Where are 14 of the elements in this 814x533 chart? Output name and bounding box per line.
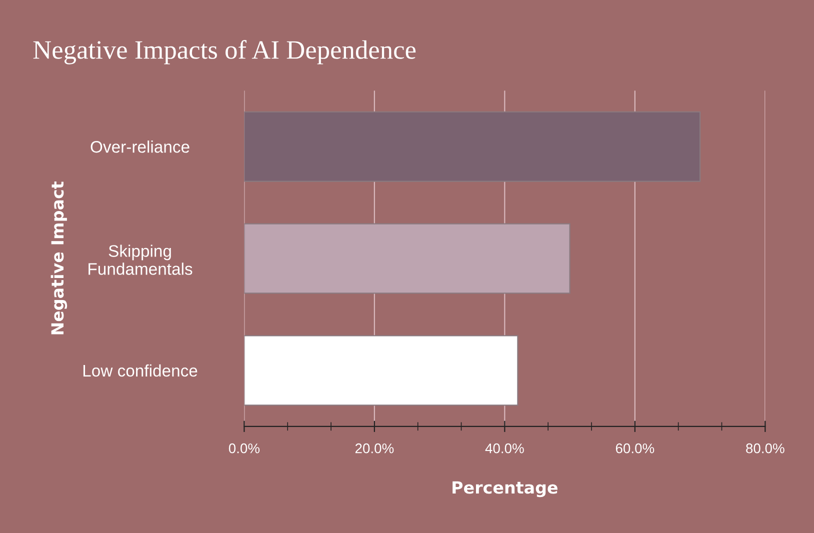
y-tick-label: Low confidence <box>83 364 198 377</box>
x-tick-label: 20.0% <box>355 443 394 454</box>
y-tick-label: Over-reliance <box>90 140 190 153</box>
x-tick-label: 60.0% <box>616 443 654 454</box>
y-tick-label: Skipping Fundamentals <box>88 244 192 275</box>
bar <box>244 111 701 182</box>
x-tick-label: 0.0% <box>228 443 260 454</box>
bar <box>244 223 570 294</box>
x-tick-label: 40.0% <box>485 443 524 454</box>
x-axis-title: Percentage <box>452 481 558 498</box>
chart-title: Negative Impacts of AI Dependence <box>33 40 416 64</box>
x-tick-label: 80.0% <box>746 443 784 454</box>
y-axis-title: Negative Impact <box>50 182 68 334</box>
bar <box>244 335 518 406</box>
